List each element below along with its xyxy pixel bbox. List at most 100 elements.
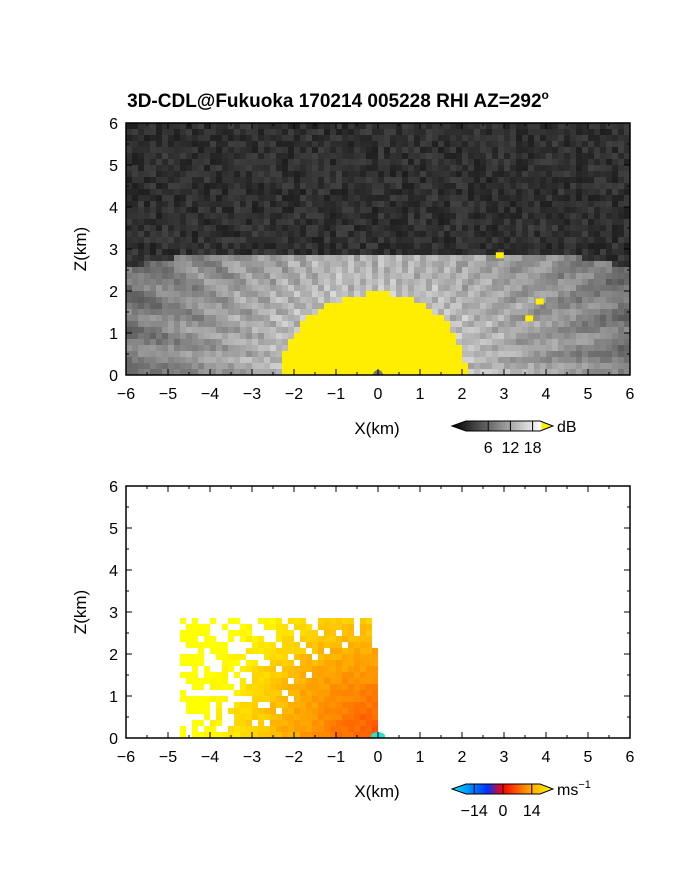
reflectivity-cell bbox=[348, 177, 354, 183]
reflectivity-cell bbox=[288, 357, 294, 363]
reflectivity-cell bbox=[546, 291, 552, 297]
reflectivity-cell bbox=[192, 345, 198, 351]
velocity-cell bbox=[252, 714, 258, 720]
reflectivity-cell bbox=[594, 339, 600, 345]
reflectivity-cell bbox=[438, 243, 444, 249]
velocity-cell bbox=[192, 666, 198, 672]
reflectivity-cell bbox=[348, 315, 354, 321]
reflectivity-cell bbox=[390, 303, 396, 309]
reflectivity-cell bbox=[264, 267, 270, 273]
reflectivity-cell bbox=[390, 261, 396, 267]
reflectivity-cell bbox=[288, 333, 294, 339]
reflectivity-cell bbox=[558, 231, 564, 237]
reflectivity-cell bbox=[402, 141, 408, 147]
velocity-cell bbox=[372, 726, 378, 732]
velocity-cell bbox=[288, 708, 294, 714]
reflectivity-cell bbox=[510, 207, 516, 213]
reflectivity-cell bbox=[402, 189, 408, 195]
reflectivity-cell bbox=[282, 207, 288, 213]
reflectivity-cell bbox=[564, 345, 570, 351]
reflectivity-cell bbox=[162, 123, 168, 129]
reflectivity-cell bbox=[330, 369, 336, 375]
reflectivity-cell bbox=[198, 279, 204, 285]
reflectivity-cell bbox=[612, 207, 618, 213]
reflectivity-cell bbox=[390, 183, 396, 189]
velocity-cell bbox=[366, 630, 372, 636]
reflectivity-cell bbox=[126, 321, 132, 327]
reflectivity-cell bbox=[240, 357, 246, 363]
reflectivity-cell bbox=[372, 309, 378, 315]
velocity-cell bbox=[324, 732, 330, 738]
reflectivity-cell bbox=[462, 147, 468, 153]
velocity-cell bbox=[240, 684, 246, 690]
reflectivity-cell bbox=[402, 369, 408, 375]
reflectivity-cell bbox=[222, 219, 228, 225]
velocity-cell bbox=[198, 732, 204, 738]
reflectivity-cell bbox=[558, 189, 564, 195]
reflectivity-cell bbox=[522, 267, 528, 273]
reflectivity-cell bbox=[528, 225, 534, 231]
reflectivity-cell bbox=[456, 297, 462, 303]
reflectivity-cell bbox=[396, 267, 402, 273]
reflectivity-cell bbox=[192, 177, 198, 183]
reflectivity-cell bbox=[126, 303, 132, 309]
reflectivity-cell bbox=[270, 147, 276, 153]
reflectivity-cell bbox=[132, 141, 138, 147]
reflectivity-cell bbox=[582, 321, 588, 327]
reflectivity-cell bbox=[150, 369, 156, 375]
reflectivity-cell bbox=[258, 219, 264, 225]
reflectivity-cell bbox=[558, 363, 564, 369]
reflectivity-cell bbox=[312, 207, 318, 213]
reflectivity-cell bbox=[270, 255, 276, 261]
reflectivity-cell bbox=[348, 327, 354, 333]
velocity-cell bbox=[252, 732, 258, 738]
reflectivity-cell bbox=[432, 207, 438, 213]
reflectivity-cell bbox=[618, 303, 624, 309]
reflectivity-cell bbox=[138, 171, 144, 177]
reflectivity-cell bbox=[576, 231, 582, 237]
reflectivity-cell bbox=[228, 273, 234, 279]
reflectivity-cell bbox=[234, 237, 240, 243]
reflectivity-cell bbox=[174, 255, 180, 261]
reflectivity-cell bbox=[246, 129, 252, 135]
reflectivity-cell bbox=[444, 303, 450, 309]
reflectivity-cell bbox=[384, 285, 390, 291]
reflectivity-cell bbox=[492, 291, 498, 297]
reflectivity-cell bbox=[402, 225, 408, 231]
reflectivity-cell bbox=[204, 189, 210, 195]
reflectivity-cell bbox=[144, 141, 150, 147]
reflectivity-cell bbox=[474, 213, 480, 219]
reflectivity-cell bbox=[246, 231, 252, 237]
velocity-cell bbox=[324, 642, 330, 648]
reflectivity-cell bbox=[534, 363, 540, 369]
velocity-cell bbox=[228, 636, 234, 642]
reflectivity-cell bbox=[222, 159, 228, 165]
reflectivity-cell bbox=[570, 333, 576, 339]
reflectivity-cell bbox=[306, 345, 312, 351]
reflectivity-cell bbox=[486, 339, 492, 345]
reflectivity-cell bbox=[474, 231, 480, 237]
reflectivity-cell bbox=[252, 207, 258, 213]
reflectivity-cell bbox=[600, 237, 606, 243]
reflectivity-cell bbox=[198, 357, 204, 363]
reflectivity-cell bbox=[408, 183, 414, 189]
reflectivity-cell bbox=[624, 279, 630, 285]
reflectivity-cell bbox=[378, 255, 384, 261]
reflectivity-cell bbox=[504, 363, 510, 369]
reflectivity-cell bbox=[558, 369, 564, 375]
velocity-cell bbox=[276, 672, 282, 678]
reflectivity-cell bbox=[150, 351, 156, 357]
reflectivity-cell bbox=[498, 303, 504, 309]
reflectivity-cell bbox=[222, 171, 228, 177]
reflectivity-cell bbox=[576, 129, 582, 135]
reflectivity-cell bbox=[234, 273, 240, 279]
reflectivity-cell bbox=[504, 147, 510, 153]
reflectivity-cell bbox=[330, 123, 336, 129]
reflectivity-cell bbox=[360, 189, 366, 195]
reflectivity-cell bbox=[138, 219, 144, 225]
reflectivity-cell bbox=[324, 339, 330, 345]
velocity-cell bbox=[342, 618, 348, 624]
reflectivity-cell bbox=[408, 255, 414, 261]
reflectivity-cell bbox=[552, 363, 558, 369]
reflectivity-cell bbox=[216, 213, 222, 219]
